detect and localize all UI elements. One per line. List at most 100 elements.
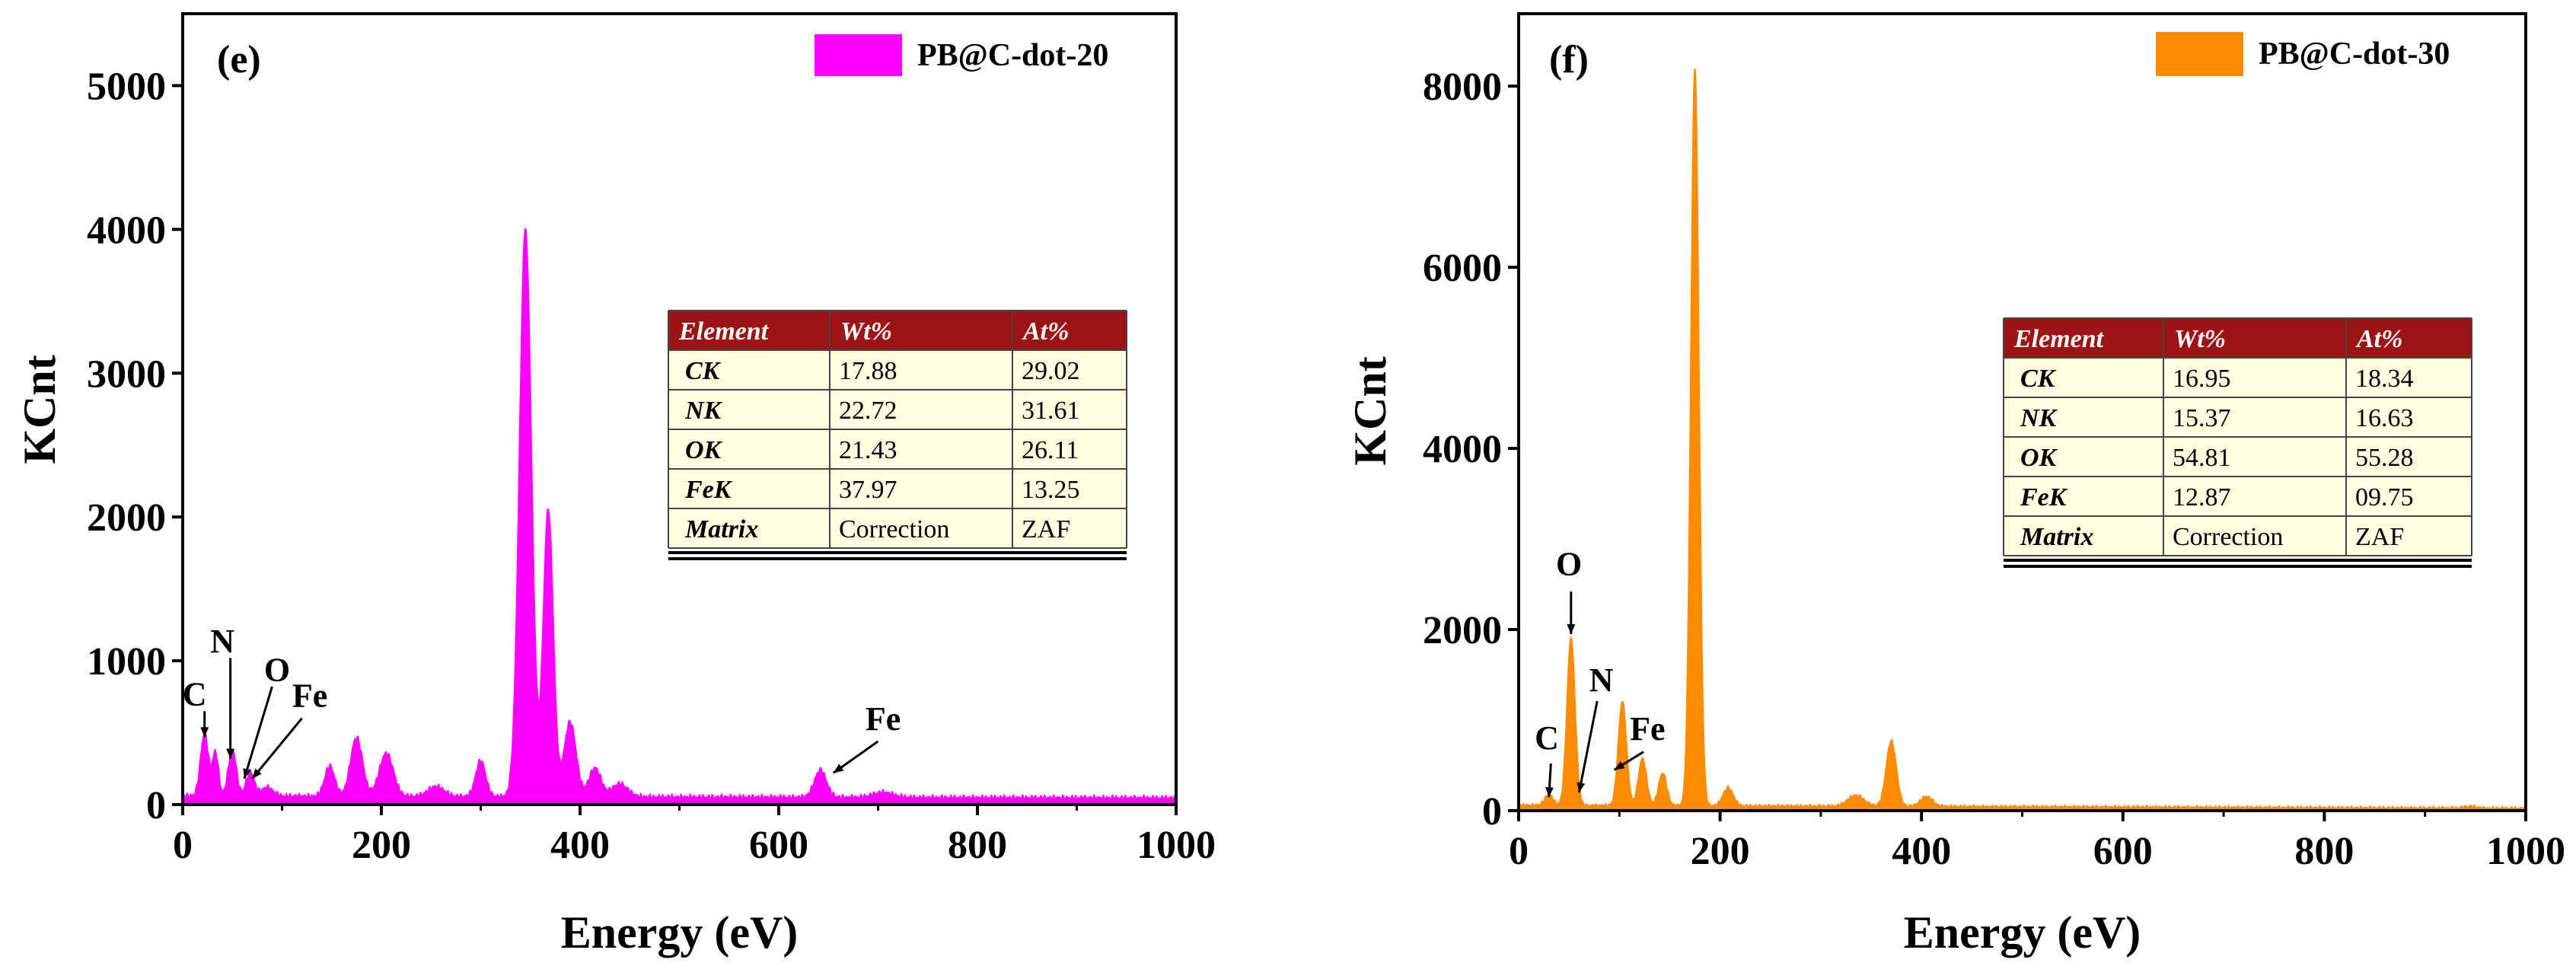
legend-label: PB@C-dot-30	[2259, 37, 2450, 72]
peak-annotation-label: N	[210, 623, 234, 660]
table-cell: NK	[684, 397, 723, 425]
table-cell: FeK	[684, 476, 733, 504]
table-header-cell: Wt%	[2174, 325, 2226, 353]
y-axis-label: KCnt	[1345, 356, 1395, 465]
table-header-cell: Element	[2013, 325, 2105, 353]
table-header-cell: Element	[678, 317, 770, 346]
table-cell: FeK	[2020, 483, 2068, 512]
table-cell: Correction	[839, 515, 949, 543]
x-tick-label: 400	[550, 824, 610, 867]
x-tick-label: 200	[352, 824, 411, 867]
x-tick-label: 600	[2093, 830, 2153, 873]
table-cell: OK	[2020, 444, 2058, 472]
peak-annotation-label: C	[1535, 719, 1559, 757]
table-header-background	[668, 311, 1127, 350]
table-cell: 16.95	[2173, 365, 2231, 393]
annotation-arrowhead	[252, 768, 262, 779]
table-cell: 37.97	[839, 476, 897, 504]
table-cell: Matrix	[684, 515, 758, 543]
y-tick-label: 0	[1482, 790, 1502, 834]
table-cell: NK	[2020, 404, 2058, 432]
peak-annotation-label: O	[1556, 546, 1582, 583]
table-cell: 55.28	[2355, 444, 2414, 472]
table-cell: 17.88	[839, 357, 897, 385]
table-cell: OK	[685, 436, 723, 464]
table-cell: ZAF	[2355, 523, 2404, 551]
spectrum-area	[182, 228, 1177, 805]
table-cell: 18.34	[2355, 365, 2414, 393]
annotation-arrowhead	[1567, 624, 1576, 634]
composition-table: Element Wt% At% CK 17.88 29.02 NK 22.72 31.61 OK 2…	[668, 310, 1127, 560]
table-header-cell: At%	[1022, 317, 1069, 346]
y-tick-label: 4000	[1423, 428, 1502, 471]
y-tick-label: 1000	[87, 640, 166, 684]
table-cell: CK	[2020, 365, 2057, 393]
x-tick-label: 200	[1691, 830, 1750, 873]
legend-swatch	[815, 34, 902, 76]
table-cell: 29.02	[1022, 357, 1080, 385]
table-cell: 31.61	[1022, 397, 1080, 425]
annotation-arrowhead	[1577, 782, 1586, 793]
chart-panel-f: 0 200 400 600 800 1000 0 2000 4000 6000 8000 Energy…	[1345, 12, 2565, 958]
annotation-arrowhead	[833, 763, 844, 773]
legend: PB@C-dot-30	[2156, 32, 2450, 76]
annotation-arrow-line	[1577, 700, 1599, 793]
table-body-background	[2004, 358, 2472, 556]
table-cell: 13.25	[1022, 476, 1080, 504]
y-tick-label: 8000	[1423, 65, 1502, 109]
y-tick-label: 4000	[87, 209, 166, 252]
x-tick-label: 0	[173, 824, 193, 867]
table-header-cell: Wt%	[840, 317, 892, 346]
peak-annotation-label: C	[183, 676, 207, 713]
y-tick-label: 2000	[1423, 609, 1502, 652]
annotation-arrow-line	[251, 717, 303, 779]
panel-label: (e)	[217, 38, 261, 81]
x-tick-label: 1000	[1137, 824, 1216, 867]
x-tick-label: 800	[2294, 830, 2354, 873]
panel-label: (f)	[1549, 38, 1589, 81]
table-cell: Correction	[2173, 523, 2283, 551]
table-cell: 22.72	[839, 397, 897, 425]
y-tick-label: 6000	[1423, 247, 1502, 290]
table-header-background	[2004, 318, 2472, 358]
x-axis-label: Energy (eV)	[561, 907, 799, 958]
annotation-arrowhead	[200, 727, 209, 738]
annotation-arrowhead	[1545, 786, 1554, 798]
annotation-arrowhead	[1614, 761, 1625, 770]
y-tick-label: 2000	[87, 496, 166, 540]
table-cell: 54.81	[2173, 444, 2231, 472]
y-tick-label: 0	[146, 784, 166, 827]
table-cell: CK	[685, 357, 722, 385]
legend: PB@C-dot-20	[815, 34, 1108, 76]
table-cell: Matrix	[2020, 523, 2093, 551]
table-cell: 16.63	[2355, 404, 2414, 432]
table-cell: 09.75	[2355, 483, 2414, 512]
peak-annotation-label: O	[264, 652, 290, 689]
y-tick-label: 3000	[87, 352, 166, 396]
x-tick-label: 600	[749, 824, 808, 867]
legend-swatch	[2156, 32, 2243, 76]
chart-panel-e: 0 200 400 600 800 1000 0 1000 2000 3000 4000 5000 En…	[14, 12, 1216, 958]
x-tick-label: 0	[1509, 830, 1529, 873]
table-cell: 15.37	[2173, 404, 2231, 432]
x-tick-label: 800	[948, 824, 1007, 867]
table-header-cell: At%	[2355, 325, 2402, 353]
table-body-background	[668, 350, 1127, 548]
annotation-arrowhead	[226, 748, 235, 759]
spectrum-area	[1518, 69, 2527, 811]
peak-annotation-label: N	[1589, 661, 1614, 699]
composition-table: Element Wt% At% CK 16.95 18.34 NK 15.37 16.63 OK 5…	[2003, 317, 2472, 568]
table-cell: 12.87	[2173, 483, 2231, 512]
x-tick-label: 400	[1892, 830, 1951, 873]
peak-annotation-label: Fe	[1630, 710, 1665, 747]
y-axis-label: KCnt	[14, 355, 65, 464]
peak-annotation-label: Fe	[866, 700, 901, 738]
x-axis-label: Energy (eV)	[1904, 907, 2141, 958]
y-tick-label: 5000	[87, 65, 166, 108]
annotation-arrowhead	[243, 768, 251, 779]
x-tick-label: 1000	[2486, 830, 2565, 873]
legend-label: PB@C-dot-20	[917, 38, 1108, 73]
table-cell: 21.43	[839, 436, 897, 464]
